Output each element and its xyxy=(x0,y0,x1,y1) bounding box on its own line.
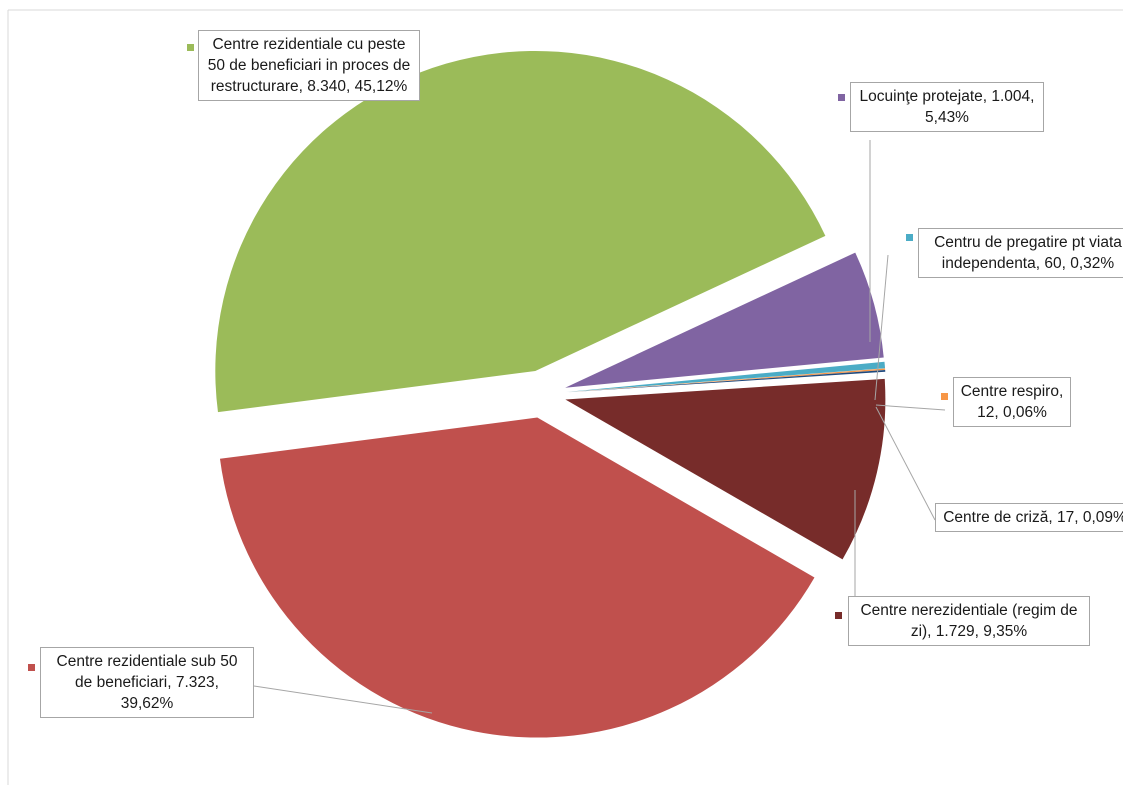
label-value: 60 xyxy=(1044,255,1062,272)
label-category: Centre respiro xyxy=(960,383,1059,400)
pie-slice xyxy=(565,369,886,393)
leader-line xyxy=(875,404,946,411)
label-percent: 0,09% xyxy=(1082,509,1123,526)
data-label: Centre rezidentiale cu peste 50 de benef… xyxy=(198,30,420,101)
leader-line xyxy=(253,685,433,714)
leader-line xyxy=(875,406,936,521)
data-label: Centre de criză, 17, 0,09% xyxy=(935,503,1123,532)
legend-key xyxy=(906,234,913,241)
label-value: 1.729 xyxy=(935,623,975,640)
data-label: Centru de pregatire pt viata independent… xyxy=(918,228,1123,278)
legend-key xyxy=(838,94,845,101)
label-value: 17 xyxy=(1056,509,1075,526)
label-category: Centre de criză xyxy=(943,509,1049,526)
label-category: Centre rezidentiale sub 50 de beneficiar… xyxy=(56,653,238,691)
label-category: Locuinţe protejate xyxy=(859,88,983,105)
label-value: 1.004 xyxy=(991,88,1031,105)
legend-key xyxy=(187,44,194,51)
label-percent: 45,12% xyxy=(354,78,408,95)
pie-slice xyxy=(565,361,886,392)
label-percent: 39,62% xyxy=(120,695,174,712)
label-value: 7.323 xyxy=(175,674,215,691)
legend-key xyxy=(835,612,842,619)
label-category: Centre nerezidentiale (regim de zi) xyxy=(860,602,1078,640)
label-percent: 0,06% xyxy=(1002,404,1047,421)
pie-slice xyxy=(565,378,886,560)
data-label: Centre respiro, 12, 0,06% xyxy=(953,377,1071,427)
legend-key xyxy=(28,664,35,671)
pie-slice xyxy=(565,368,886,393)
data-label: Centre nerezidentiale (regim de zi), 1.7… xyxy=(848,596,1090,646)
label-value: 8.340 xyxy=(307,78,347,95)
pie-slice xyxy=(215,50,826,413)
label-category: Centru de pregatire pt viata independent… xyxy=(934,234,1122,272)
leader-line xyxy=(874,254,889,401)
pie-slice xyxy=(565,252,884,388)
label-category: Centre rezidentiale cu peste 50 de benef… xyxy=(207,36,411,95)
data-label: Centre rezidentiale sub 50 de beneficiar… xyxy=(40,647,254,718)
pie-slice xyxy=(219,417,815,738)
legend-key xyxy=(941,393,948,400)
label-percent: 0,32% xyxy=(1070,255,1115,272)
label-percent: 5,43% xyxy=(925,109,969,126)
label-value: 12 xyxy=(977,404,995,421)
data-label: Locuinţe protejate, 1.004, 5,43% xyxy=(850,82,1044,132)
label-percent: 9,35% xyxy=(983,623,1028,640)
